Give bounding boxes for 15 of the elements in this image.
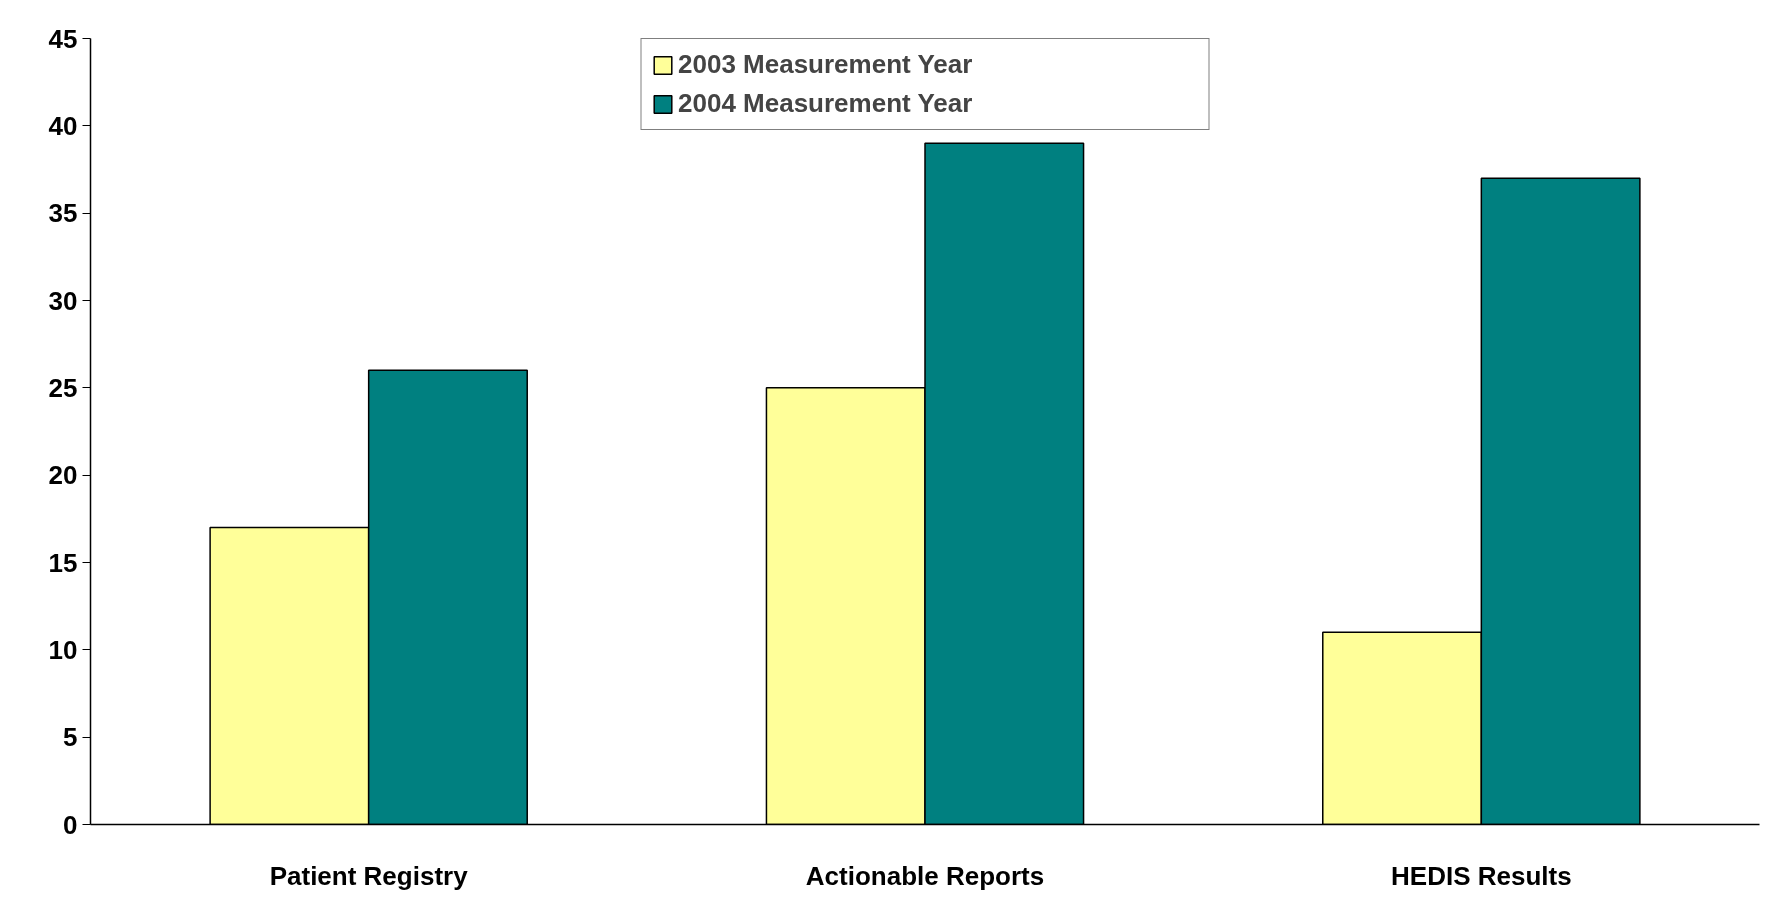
y-tick-label: 20 bbox=[48, 460, 78, 491]
y-tick-label: 35 bbox=[48, 198, 78, 229]
legend-label: 2003 Measurement Year bbox=[678, 49, 974, 80]
x-tick-label: HEDIS Results bbox=[1391, 860, 1572, 891]
x-tick-label: Actionable Reports bbox=[805, 860, 1045, 891]
y-tick-label: 45 bbox=[48, 23, 78, 54]
x-tick-label: Patient Registry bbox=[269, 860, 469, 891]
y-tick-label: 25 bbox=[48, 372, 78, 403]
y-tick-label: 10 bbox=[48, 634, 78, 665]
y-tick-label: 5 bbox=[63, 722, 78, 753]
y-tick-label: 15 bbox=[48, 547, 78, 578]
y-tick-label: 0 bbox=[63, 809, 78, 840]
legend-label: 2004 Measurement Year bbox=[678, 88, 974, 119]
y-tick-label: 40 bbox=[48, 110, 78, 141]
y-tick-label: 30 bbox=[48, 285, 78, 316]
